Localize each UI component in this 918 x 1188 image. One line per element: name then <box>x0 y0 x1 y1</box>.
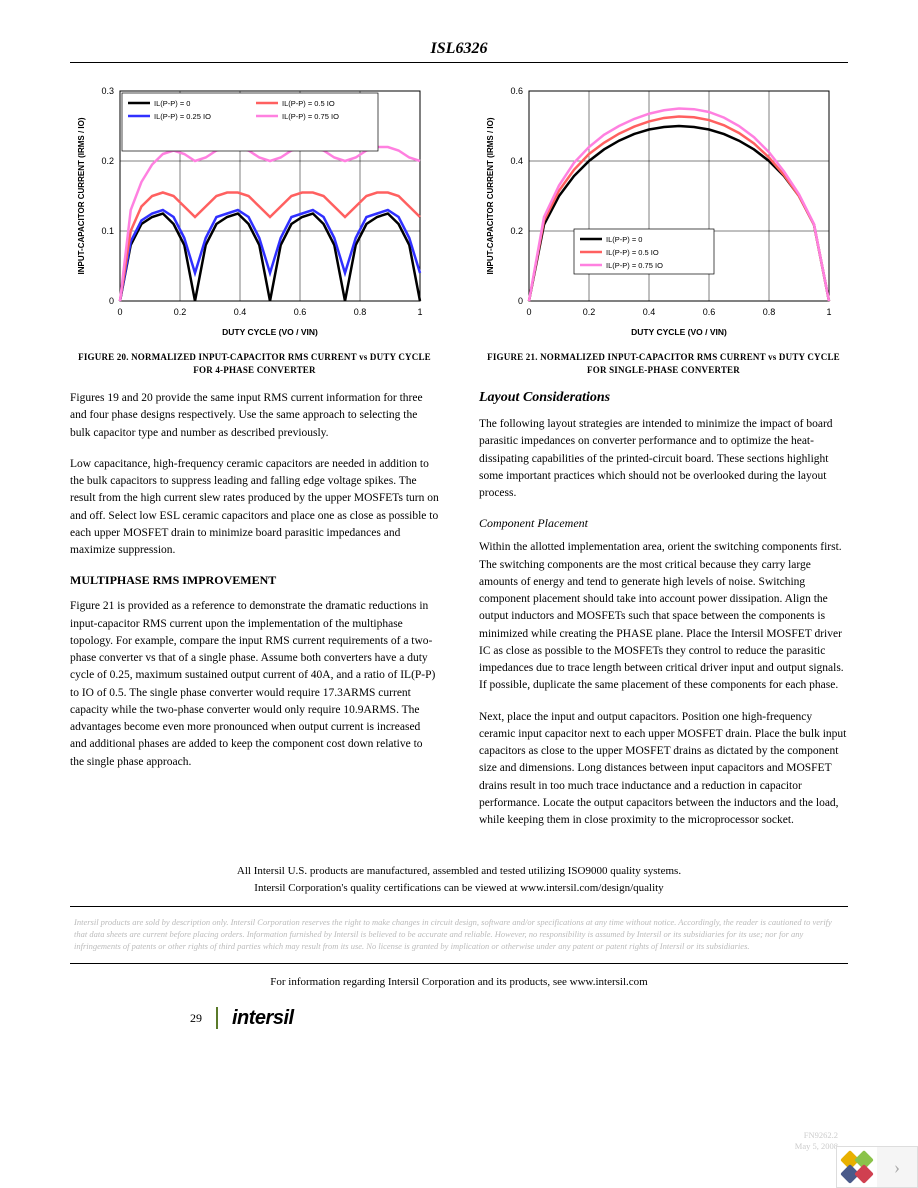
corner-widget: › <box>836 1146 918 1188</box>
left-column: 0 0.2 0.4 0.6 0.8 1 0 0.1 0.2 0.3 DUTY CYCLE (VO /… <box>70 81 439 843</box>
doc-date: May 5, 2008 <box>795 1141 838 1152</box>
svg-text:0.4: 0.4 <box>643 307 656 317</box>
svg-text:0.6: 0.6 <box>510 86 523 96</box>
svg-text:0.4: 0.4 <box>234 307 247 317</box>
footer-block: All Intersil U.S. products are manufactu… <box>70 863 848 1032</box>
page-title: ISL6326 <box>70 40 848 58</box>
svg-text:0.2: 0.2 <box>174 307 187 317</box>
svg-text:IL(P-P) = 0.5 IO: IL(P-P) = 0.5 IO <box>282 99 335 108</box>
footer-rule-2 <box>70 963 848 964</box>
doc-id: FN9262.2 <box>795 1130 838 1141</box>
svg-text:INPUT-CAPACITOR CURRENT (IRMS: INPUT-CAPACITOR CURRENT (IRMS / IO) <box>486 117 495 274</box>
svg-text:0.8: 0.8 <box>354 307 367 317</box>
svg-text:0: 0 <box>518 296 523 306</box>
svg-text:0.6: 0.6 <box>294 307 307 317</box>
svg-text:0.6: 0.6 <box>703 307 716 317</box>
svg-text:0.3: 0.3 <box>101 86 114 96</box>
right-column: 0 0.2 0.4 0.6 0.8 1 0 0.2 0.4 0.6 DUTY CYCLE (VO /… <box>479 81 848 843</box>
layout-heading: Layout Considerations <box>479 390 848 406</box>
svg-text:DUTY CYCLE (VO / VIN): DUTY CYCLE (VO / VIN) <box>631 327 727 337</box>
svg-text:INPUT-CAPACITOR CURRENT (IRMS: INPUT-CAPACITOR CURRENT (IRMS / IO) <box>77 117 86 274</box>
page-number: 29 <box>190 1009 202 1027</box>
svg-text:IL(P-P) = 0.75 IO: IL(P-P) = 0.75 IO <box>282 112 339 121</box>
svg-text:0: 0 <box>117 307 122 317</box>
footer-line-1: All Intersil U.S. products are manufactu… <box>70 863 848 880</box>
svg-text:DUTY CYCLE (VO / VIN): DUTY CYCLE (VO / VIN) <box>222 327 318 337</box>
svg-text:0.1: 0.1 <box>101 226 114 236</box>
svg-text:0.2: 0.2 <box>583 307 596 317</box>
intersil-logo: intersil <box>232 1003 294 1033</box>
footer-info: For information regarding Intersil Corpo… <box>70 974 848 991</box>
svg-text:0.4: 0.4 <box>510 156 523 166</box>
svg-text:IL(P-P) = 0.25 IO: IL(P-P) = 0.25 IO <box>154 112 211 121</box>
para-3: Figure 21 is provided as a reference to … <box>70 598 439 771</box>
svg-text:IL(P-P) = 0: IL(P-P) = 0 <box>154 99 190 108</box>
footer-line-2: Intersil Corporation's quality certifica… <box>70 880 848 897</box>
para-r3: Next, place the input and output capacit… <box>479 709 848 830</box>
figure-20-caption: FIGURE 20. NORMALIZED INPUT-CAPACITOR RM… <box>70 351 439 376</box>
figure-20-chart: 0 0.2 0.4 0.6 0.8 1 0 0.1 0.2 0.3 DUTY CYCLE (VO /… <box>70 81 439 341</box>
svg-text:IL(P-P) = 0.5 IO: IL(P-P) = 0.5 IO <box>606 248 659 257</box>
figure-21-chart: 0 0.2 0.4 0.6 0.8 1 0 0.2 0.4 0.6 DUTY CYCLE (VO /… <box>479 81 848 341</box>
corner-logo-icon <box>837 1147 877 1187</box>
component-placement-heading: Component Placement <box>479 516 848 531</box>
svg-text:0.8: 0.8 <box>763 307 776 317</box>
para-r2: Within the allotted implementation area,… <box>479 539 848 694</box>
footer-rule-1 <box>70 906 848 907</box>
multiphase-heading: MULTIPHASE RMS IMPROVEMENT <box>70 573 439 588</box>
svg-text:1: 1 <box>826 307 831 317</box>
disclaimer: Intersil products are sold by descriptio… <box>70 917 848 953</box>
svg-text:IL(P-P) = 0.75 IO: IL(P-P) = 0.75 IO <box>606 261 663 270</box>
svg-text:0: 0 <box>526 307 531 317</box>
doc-meta: FN9262.2 May 5, 2008 <box>795 1130 838 1152</box>
footer-divider <box>216 1007 218 1029</box>
para-1: Figures 19 and 20 provide the same input… <box>70 390 439 442</box>
svg-text:1: 1 <box>417 307 422 317</box>
para-2: Low capacitance, high-frequency ceramic … <box>70 456 439 560</box>
header-rule <box>70 62 848 63</box>
para-r1: The following layout strategies are inte… <box>479 416 848 502</box>
figure-21-caption: FIGURE 21. NORMALIZED INPUT-CAPACITOR RM… <box>479 351 848 376</box>
svg-text:IL(P-P) = 0: IL(P-P) = 0 <box>606 235 642 244</box>
svg-text:0: 0 <box>109 296 114 306</box>
next-page-arrow[interactable]: › <box>877 1147 917 1187</box>
svg-text:0.2: 0.2 <box>101 156 114 166</box>
svg-text:0.2: 0.2 <box>510 226 523 236</box>
